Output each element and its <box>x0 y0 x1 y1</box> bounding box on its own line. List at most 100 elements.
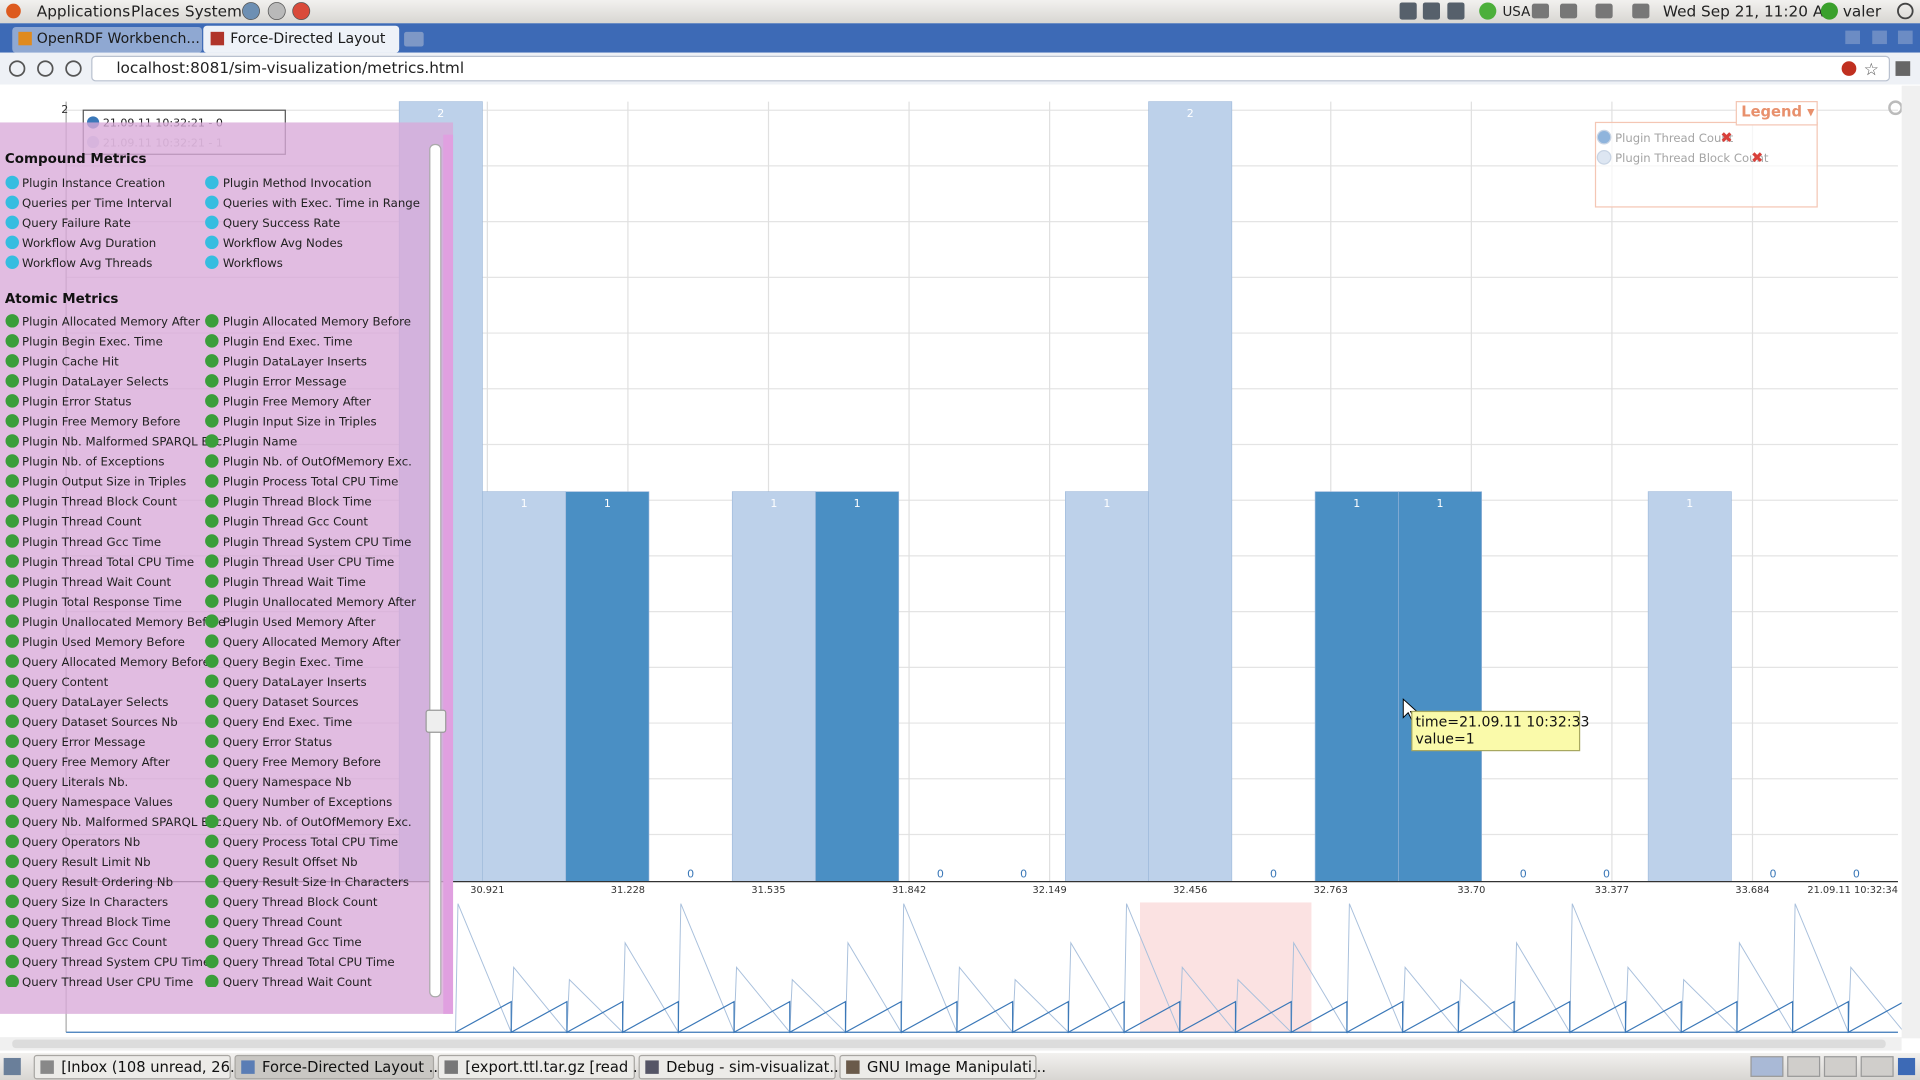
metric-item[interactable]: Plugin Thread Block Count <box>22 495 177 509</box>
metric-item[interactable]: Plugin Thread Block Time <box>223 495 372 509</box>
metric-item[interactable]: Plugin Thread Total CPU Time <box>22 555 194 569</box>
bar[interactable] <box>731 491 816 882</box>
keyboard-layout[interactable]: USA <box>1502 5 1531 20</box>
metric-dot[interactable] <box>5 574 19 588</box>
metric-dot[interactable] <box>5 854 19 869</box>
metric-item[interactable]: Query Thread Gcc Time <box>223 935 362 949</box>
task-title[interactable]: [export.ttl.tar.gz [read ... <box>465 1059 647 1076</box>
tray-icon[interactable] <box>1531 3 1549 19</box>
metric-item[interactable]: Query Size In Characters <box>22 895 168 909</box>
metric-dot[interactable] <box>5 215 19 230</box>
task-button[interactable] <box>234 1054 435 1080</box>
metric-dot[interactable] <box>205 774 219 789</box>
metric-item[interactable]: Query Nb. of OutOfMemory Exc. <box>223 815 412 829</box>
task-title[interactable]: [Inbox (108 unread, 26... <box>61 1059 244 1076</box>
power-icon[interactable] <box>1897 2 1914 20</box>
workspace[interactable] <box>1750 1056 1784 1077</box>
task-title[interactable]: Force-Directed Layout ... <box>262 1059 443 1076</box>
metric-item[interactable]: Plugin Name <box>223 435 297 449</box>
metric-dot[interactable] <box>5 914 19 929</box>
metric-item[interactable]: Query Thread Count <box>223 915 343 929</box>
metric-item[interactable]: Query Free Memory Before <box>223 755 381 769</box>
tray-icon[interactable] <box>1595 3 1613 19</box>
launcher-icon[interactable] <box>267 2 286 20</box>
metric-item[interactable]: Query Result Offset Nb <box>223 855 358 869</box>
metric-dot[interactable] <box>5 195 19 210</box>
window-button[interactable] <box>1845 30 1860 45</box>
metric-dot[interactable] <box>5 594 19 608</box>
metric-item[interactable]: Query Result Ordering Nb <box>22 875 173 889</box>
metric-dot[interactable] <box>5 394 19 408</box>
metric-dot[interactable] <box>205 354 219 368</box>
metric-dot[interactable] <box>205 474 219 488</box>
metric-dot[interactable] <box>205 954 219 969</box>
metric-item[interactable]: Query Process Total CPU Time <box>223 835 398 849</box>
tab-title[interactable]: OpenRDF Workbench... <box>37 31 200 47</box>
workspace[interactable] <box>1860 1056 1894 1077</box>
metric-item[interactable]: Plugin Thread Count <box>22 515 142 529</box>
task-button[interactable] <box>638 1054 836 1080</box>
metric-dot[interactable] <box>5 774 19 789</box>
menu-item[interactable]: System <box>185 3 242 21</box>
bar[interactable] <box>1148 101 1233 882</box>
metric-item[interactable]: Plugin Used Memory Before <box>22 635 185 649</box>
metric-dot[interactable] <box>205 175 219 190</box>
metric-dot[interactable] <box>5 514 19 528</box>
tray-icon[interactable] <box>1447 2 1465 20</box>
metric-dot[interactable] <box>5 614 19 628</box>
metric-item[interactable]: Plugin Thread Wait Count <box>22 575 171 589</box>
legend-title[interactable]: Legend ▾ <box>1741 104 1815 121</box>
metric-dot[interactable] <box>5 534 19 548</box>
metric-dot[interactable] <box>205 454 219 468</box>
menu-item[interactable]: Applications <box>37 3 130 21</box>
metric-item[interactable]: Query Allocated Memory After <box>223 635 401 649</box>
legend-label[interactable]: Plugin Thread Block Count <box>1615 151 1769 165</box>
metric-dot[interactable] <box>205 934 219 949</box>
metric-item[interactable]: Query Thread Total CPU Time <box>223 955 395 969</box>
metric-item[interactable]: Query Success Rate <box>223 216 340 230</box>
metric-item[interactable]: Query Namespace Nb <box>223 775 352 789</box>
selection-window[interactable] <box>1140 902 1312 1033</box>
metric-item[interactable]: Workflows <box>223 256 283 270</box>
metric-item[interactable]: Query Thread Wait Count <box>223 975 372 989</box>
metric-item[interactable]: Query Number of Exceptions <box>223 795 392 809</box>
user-name[interactable]: valer <box>1843 3 1882 21</box>
metric-item[interactable]: Plugin Thread Gcc Count <box>223 515 369 529</box>
metric-item[interactable]: Query Thread Block Count <box>223 895 378 909</box>
metric-dot[interactable] <box>5 554 19 568</box>
metric-dot[interactable] <box>5 474 19 488</box>
metric-item[interactable]: Plugin End Exec. Time <box>223 335 353 349</box>
task-button[interactable] <box>437 1054 635 1080</box>
metric-item[interactable]: Query Namespace Values <box>22 795 173 809</box>
metric-item[interactable]: Query DataLayer Selects <box>22 695 168 709</box>
metric-item[interactable]: Plugin Output Size in Triples <box>22 475 186 489</box>
metric-item[interactable]: Query Thread Block Time <box>22 915 171 929</box>
metric-item[interactable]: Query Failure Rate <box>22 216 131 230</box>
bar[interactable] <box>1647 491 1732 882</box>
metric-item[interactable]: Plugin Used Memory After <box>223 615 376 629</box>
metric-item[interactable]: Query Thread System CPU Time <box>22 955 210 969</box>
tab-active[interactable] <box>203 25 400 53</box>
metric-dot[interactable] <box>205 614 219 628</box>
launcher-icon[interactable] <box>292 2 311 20</box>
bar[interactable] <box>1398 491 1482 882</box>
nav-button[interactable] <box>37 60 54 77</box>
metric-item[interactable]: Plugin Thread Wait Time <box>223 575 366 589</box>
metric-item[interactable]: Plugin Unallocated Memory Before <box>22 615 225 629</box>
metric-item[interactable]: Query Thread User CPU Time <box>22 975 193 989</box>
metric-dot[interactable] <box>205 814 219 829</box>
panel-scroll-thumb[interactable] <box>425 709 447 733</box>
metric-dot[interactable] <box>205 914 219 929</box>
chart-settings[interactable] <box>1888 100 1903 116</box>
metric-item[interactable]: Query Begin Exec. Time <box>223 655 364 669</box>
legend-label[interactable]: Plugin Thread Count <box>1615 131 1734 145</box>
metric-item[interactable]: Query Allocated Memory Before <box>22 655 210 669</box>
metric-dot[interactable] <box>5 734 19 748</box>
metric-item[interactable]: Query Result Limit Nb <box>22 855 151 869</box>
metric-dot[interactable] <box>5 634 19 648</box>
metric-dot[interactable] <box>205 654 219 668</box>
metric-item[interactable]: Query Result Size In Characters <box>223 875 409 889</box>
metric-item[interactable]: Query Content <box>22 675 109 689</box>
metric-dot[interactable] <box>205 854 219 869</box>
metric-item[interactable]: Plugin Free Memory Before <box>22 415 180 429</box>
